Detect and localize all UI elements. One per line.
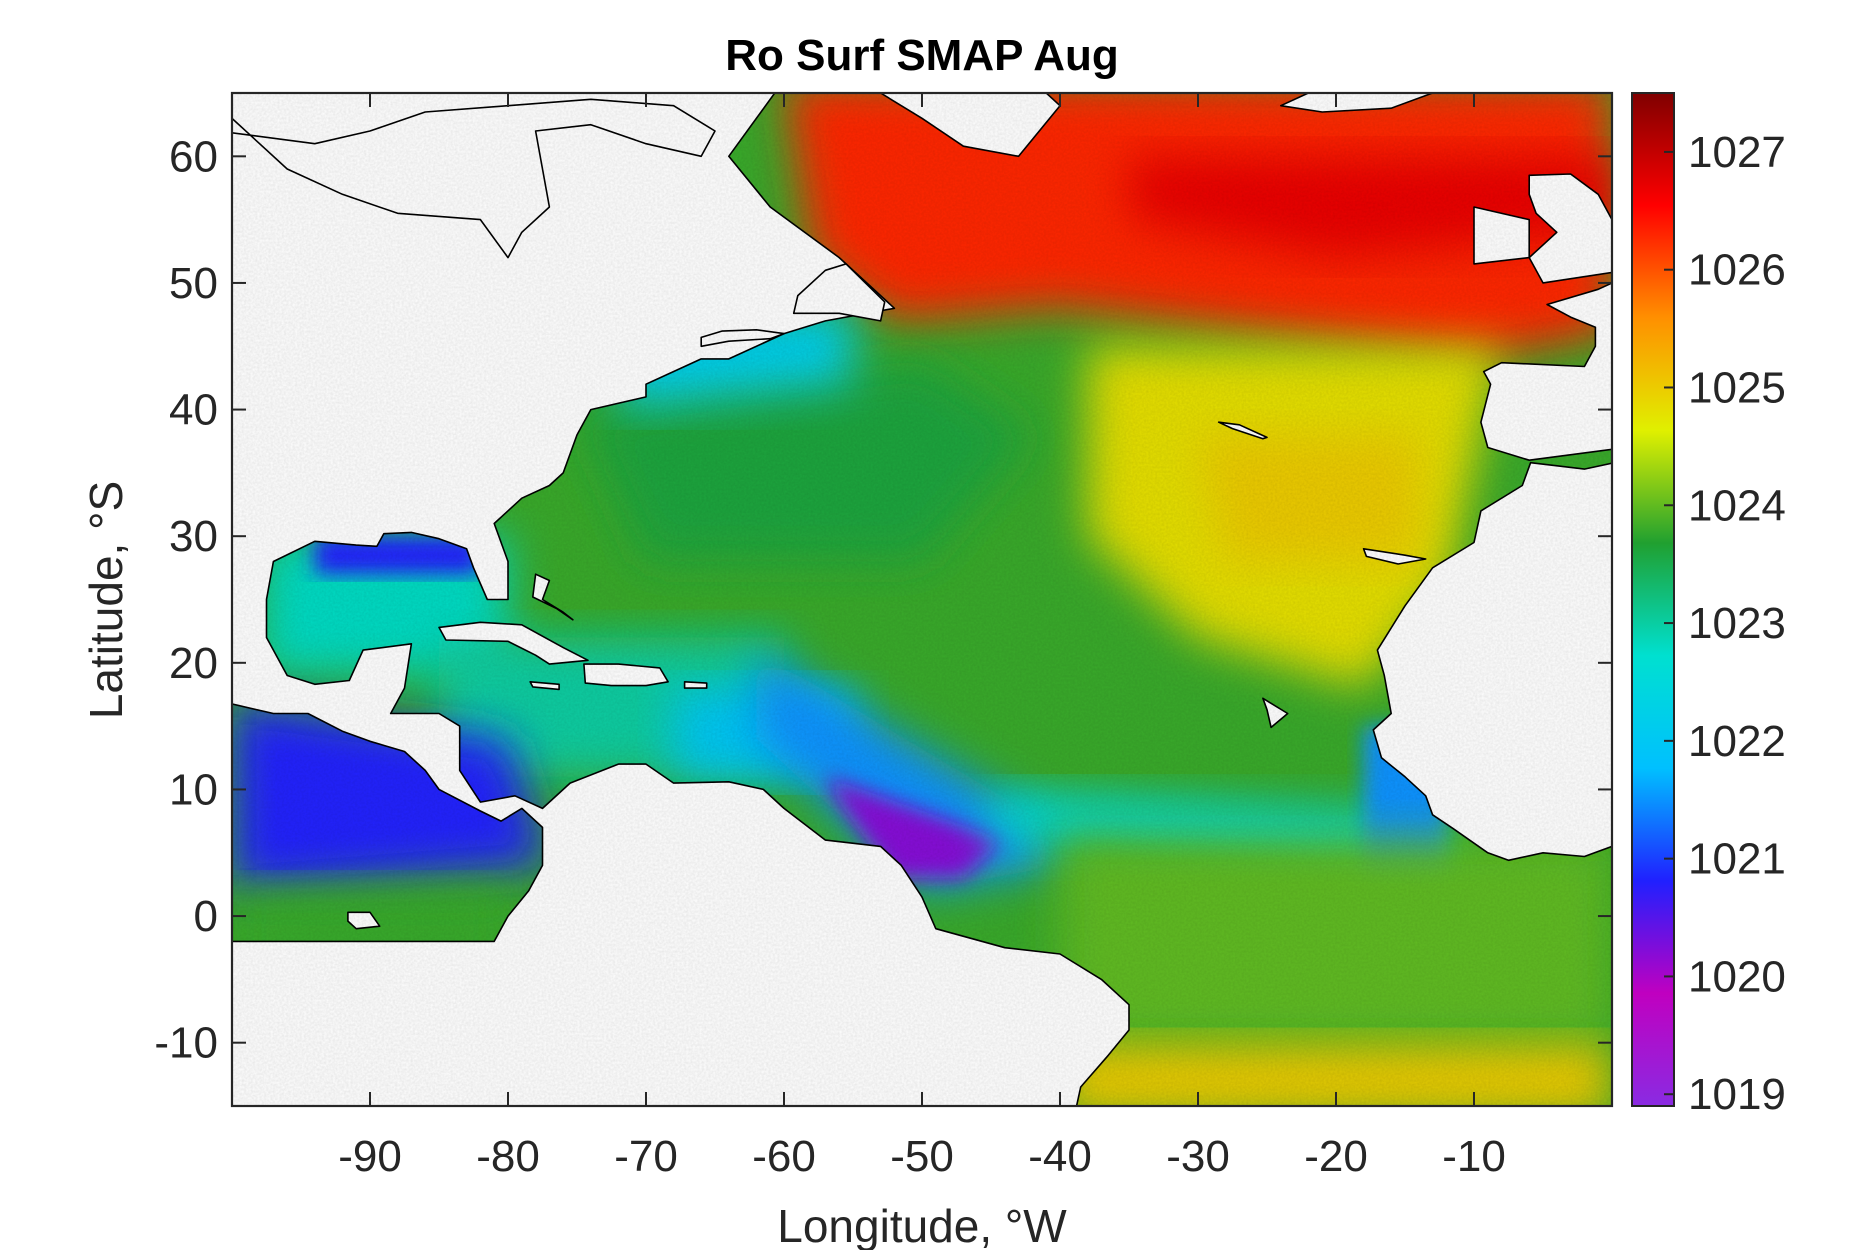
map-plot-area: [232, 93, 1612, 1106]
colorbar-gradient: [1631, 92, 1675, 1107]
colorbar-tick-label: 1024: [1688, 481, 1786, 530]
y-tick-label: 30: [169, 512, 218, 561]
colorbar-tick-label: 1022: [1688, 717, 1786, 766]
y-tick-label: 10: [169, 765, 218, 814]
y-tick-label: 20: [169, 639, 218, 688]
y-tick-label: 50: [169, 259, 218, 308]
colorbar-tick-label: 1019: [1688, 1070, 1786, 1119]
x-axis-label: Longitude, °W: [777, 1200, 1067, 1250]
colorbar-tick-label: 1027: [1688, 128, 1786, 177]
x-tick-label: -30: [1166, 1132, 1230, 1181]
colorbar: 1019 1020 1021 1022 1023 1024 1025 1026 1027: [1631, 92, 1786, 1119]
colorbar-ticks: 1019 1020 1021 1022 1023 1024 1025 1026 1027: [1664, 128, 1786, 1119]
x-tick-label: -60: [752, 1132, 816, 1181]
x-tick-label: -70: [614, 1132, 678, 1181]
x-tick-label: -80: [476, 1132, 540, 1181]
data-noise-texture: [232, 93, 1612, 1106]
y-axis-ticks: -10 0 10 20 30 40 50 60: [154, 132, 1612, 1068]
y-tick-label: -10: [154, 1019, 218, 1068]
x-axis-ticks: -90 -80 -70 -60 -50 -40 -30 -20 -10: [338, 93, 1506, 1181]
x-tick-label: -10: [1442, 1132, 1506, 1181]
x-tick-label: -20: [1304, 1132, 1368, 1181]
y-tick-label: 40: [169, 386, 218, 435]
x-tick-label: -90: [338, 1132, 402, 1181]
y-axis-label: Latitude, °S: [80, 481, 132, 719]
chart-title: Ro Surf SMAP Aug: [725, 31, 1119, 80]
colorbar-tick-label: 1023: [1688, 599, 1786, 648]
x-tick-label: -50: [890, 1132, 954, 1181]
y-tick-label: 0: [194, 892, 218, 941]
y-tick-label: 60: [169, 132, 218, 181]
x-tick-label: -40: [1028, 1132, 1092, 1181]
colorbar-tick-label: 1020: [1688, 952, 1786, 1001]
colorbar-tick-label: 1021: [1688, 835, 1786, 884]
colorbar-tick-label: 1025: [1688, 363, 1786, 412]
colorbar-tick-label: 1026: [1688, 246, 1786, 295]
